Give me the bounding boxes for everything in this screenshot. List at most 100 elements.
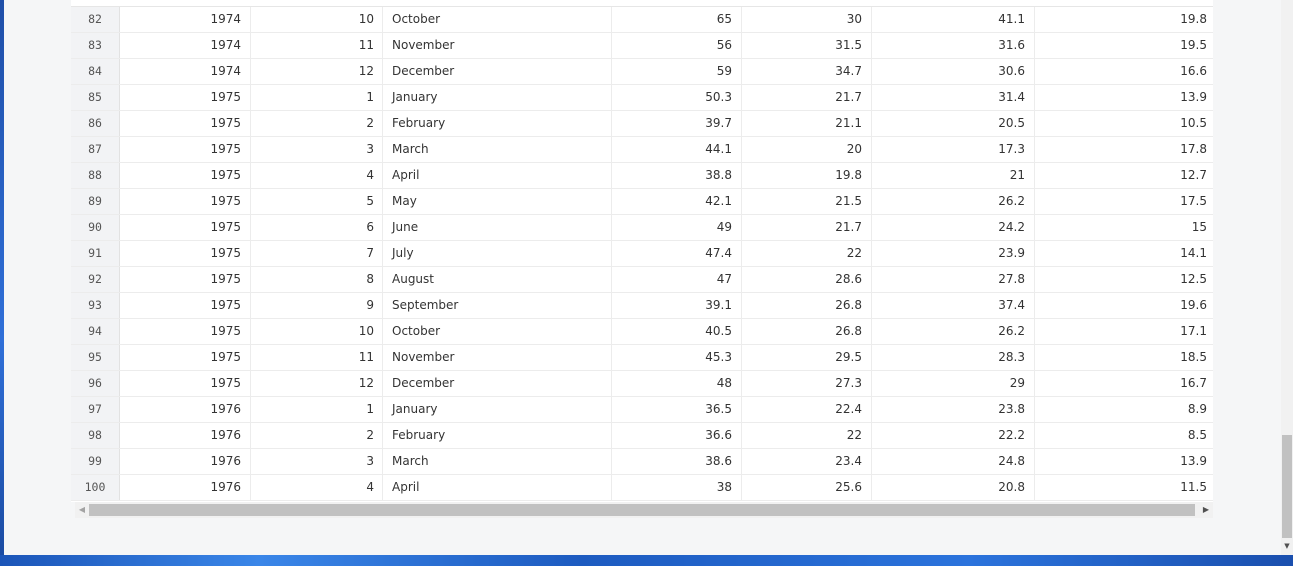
month-number-cell: 5 [251, 189, 383, 214]
table-row[interactable]: 93 1975 9 September 39.1 26.8 37.4 19.6 [71, 293, 1213, 319]
year-cell: 1975 [120, 319, 251, 344]
month-number-cell: 12 [251, 59, 383, 84]
month-number-cell: 2 [251, 423, 383, 448]
value-1-cell: 42.1 [612, 189, 742, 214]
value-3-cell: 20.8 [872, 475, 1035, 500]
horizontal-scroll-thumb[interactable] [89, 504, 1195, 516]
table-row[interactable]: 88 1975 4 April 38.8 19.8 21 12.7 [71, 163, 1213, 189]
row-index-cell: 98 [71, 423, 120, 448]
year-cell: 1976 [120, 397, 251, 422]
value-1-cell: 36.5 [612, 397, 742, 422]
value-1-cell: 59 [612, 59, 742, 84]
scroll-down-arrow-icon[interactable]: ▼ [1284, 542, 1290, 550]
value-2-cell: 31.5 [742, 33, 872, 58]
value-4-cell: 19.6 [1180, 298, 1207, 312]
vertical-scroll-thumb[interactable] [1282, 435, 1292, 538]
month-name-cell: July [383, 241, 612, 266]
table-row[interactable]: 95 1975 11 November 45.3 29.5 28.3 18.5 [71, 345, 1213, 371]
value-4-cell: 12.5 [1180, 272, 1207, 286]
month-name-cell: February [383, 423, 612, 448]
scroll-left-arrow-icon[interactable]: ◀ [78, 505, 86, 514]
month-name-cell: September [383, 293, 612, 318]
value-3-cell: 27.8 [872, 267, 1035, 292]
value-1-cell: 65 [612, 7, 742, 32]
month-name-cell: October [383, 319, 612, 344]
value-1-cell: 38 [612, 475, 742, 500]
value-1-cell: 36.6 [612, 423, 742, 448]
row-index-cell: 95 [71, 345, 120, 370]
value-2-cell: 21.7 [742, 85, 872, 110]
month-number-cell: 3 [251, 449, 383, 474]
month-name-cell: April [383, 475, 612, 500]
table-row[interactable]: 87 1975 3 March 44.1 20 17.3 17.8 [71, 137, 1213, 163]
table-row[interactable]: 89 1975 5 May 42.1 21.5 26.2 17.5 [71, 189, 1213, 215]
value-3-cell: 17.3 [872, 137, 1035, 162]
value-4-cell: 19.5 [1180, 38, 1207, 52]
value-3-cell: 31.4 [872, 85, 1035, 110]
value-4-cell: 14.1 [1180, 246, 1207, 260]
table-row[interactable]: 91 1975 7 July 47.4 22 23.9 14.1 [71, 241, 1213, 267]
month-name-cell: November [383, 345, 612, 370]
month-name-cell: December [383, 59, 612, 84]
desktop-taskbar-edge [0, 555, 1293, 566]
year-cell: 1976 [120, 449, 251, 474]
value-4-cell: 8.5 [1187, 428, 1207, 442]
table-row[interactable]: 90 1975 6 June 49 21.7 24.2 15 [71, 215, 1213, 241]
table-row[interactable]: 86 1975 2 February 39.7 21.1 20.5 10.5 [71, 111, 1213, 137]
table-row[interactable]: 96 1975 12 December 48 27.3 29 16.7 [71, 371, 1213, 397]
value-2-cell: 28.6 [742, 267, 872, 292]
value-3-cell: 20.5 [872, 111, 1035, 136]
value-4-cell: 8.9 [1187, 402, 1207, 416]
month-number-cell: 9 [251, 293, 383, 318]
value-2-cell: 21.7 [742, 215, 872, 240]
value-1-cell: 38.6 [612, 449, 742, 474]
value-1-cell: 50.3 [612, 85, 742, 110]
value-3-cell: 26.2 [872, 189, 1035, 214]
value-3-cell: 23.9 [872, 241, 1035, 266]
month-number-cell: 11 [251, 33, 383, 58]
table-row[interactable]: 83 1974 11 November 56 31.5 31.6 19.5 [71, 33, 1213, 59]
table-row[interactable]: 82 1974 10 October 65 30 41.1 19.8 [71, 7, 1213, 33]
value-1-cell: 40.5 [612, 319, 742, 344]
value-2-cell: 26.8 [742, 293, 872, 318]
value-4-cell: 18.5 [1180, 350, 1207, 364]
month-number-cell: 10 [251, 7, 383, 32]
value-3-cell: 26.2 [872, 319, 1035, 344]
value-2-cell: 25.6 [742, 475, 872, 500]
value-4-cell: 17.5 [1180, 194, 1207, 208]
value-3-cell: 24.2 [872, 215, 1035, 240]
value-1-cell: 38.8 [612, 163, 742, 188]
value-3-cell: 30.6 [872, 59, 1035, 84]
desktop-background-left [0, 0, 4, 566]
browser-window: 82 1974 10 October 65 30 41.1 19.8 83 1974 11 Novem… [4, 0, 1281, 555]
value-4-cell: 13.9 [1180, 90, 1207, 104]
table-row[interactable]: 99 1976 3 March 38.6 23.4 24.8 13.9 [71, 449, 1213, 475]
table-row[interactable]: 84 1974 12 December 59 34.7 30.6 16.6 [71, 59, 1213, 85]
value-3-cell: 37.4 [872, 293, 1035, 318]
value-1-cell: 44.1 [612, 137, 742, 162]
table-row[interactable]: 97 1976 1 January 36.5 22.4 23.8 8.9 [71, 397, 1213, 423]
row-index-cell: 84 [71, 59, 120, 84]
year-cell: 1975 [120, 163, 251, 188]
month-name-cell: October [383, 7, 612, 32]
table-row[interactable]: 98 1976 2 February 36.6 22 22.2 8.5 [71, 423, 1213, 449]
value-3-cell: 23.8 [872, 397, 1035, 422]
scroll-right-arrow-icon[interactable]: ▶ [1202, 505, 1210, 514]
value-3-cell: 28.3 [872, 345, 1035, 370]
row-index-cell: 94 [71, 319, 120, 344]
year-cell: 1974 [120, 7, 251, 32]
table-row[interactable]: 94 1975 10 October 40.5 26.8 26.2 17.1 [71, 319, 1213, 345]
row-index-cell: 88 [71, 163, 120, 188]
year-cell: 1975 [120, 293, 251, 318]
horizontal-scrollbar[interactable]: ◀ ▶ [75, 502, 1213, 518]
table-row[interactable]: 85 1975 1 January 50.3 21.7 31.4 13.9 [71, 85, 1213, 111]
value-2-cell: 22.4 [742, 397, 872, 422]
value-3-cell: 24.8 [872, 449, 1035, 474]
value-3-cell: 21 [872, 163, 1035, 188]
vertical-scrollbar[interactable]: ▼ [1281, 0, 1293, 555]
table-row[interactable]: 92 1975 8 August 47 28.6 27.8 12.5 [71, 267, 1213, 293]
month-name-cell: March [383, 137, 612, 162]
data-table: 82 1974 10 October 65 30 41.1 19.8 83 1974 11 Novem… [71, 0, 1213, 502]
month-number-cell: 3 [251, 137, 383, 162]
table-row[interactable]: 100 1976 4 April 38 25.6 20.8 11.5 [71, 475, 1213, 501]
